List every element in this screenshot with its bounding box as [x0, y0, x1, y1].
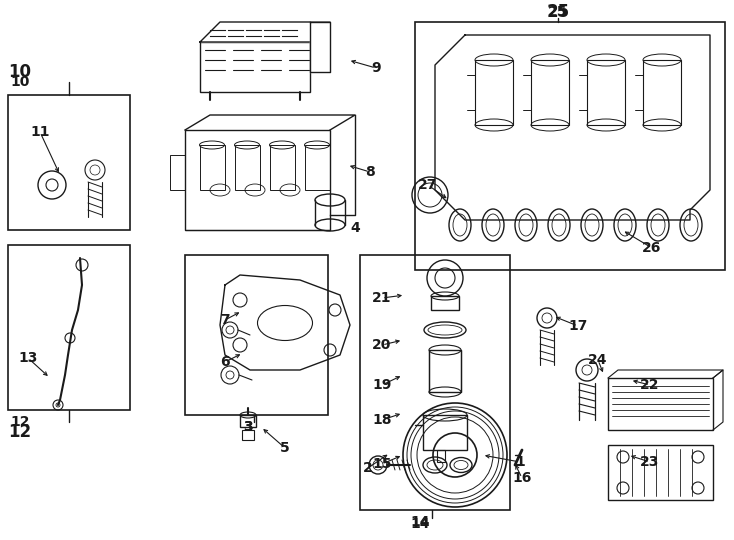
Bar — [431, 296, 459, 310]
Bar — [185, 130, 330, 230]
Text: 22: 22 — [640, 378, 660, 392]
Text: 12: 12 — [8, 423, 32, 441]
Text: 14: 14 — [410, 517, 429, 531]
Text: 7: 7 — [220, 313, 230, 327]
Text: 5: 5 — [280, 441, 290, 455]
Bar — [242, 430, 254, 440]
Bar — [270, 145, 295, 190]
Text: 17: 17 — [568, 319, 588, 333]
Text: 8: 8 — [365, 165, 375, 179]
Bar — [429, 350, 461, 392]
Bar — [608, 378, 713, 430]
Text: 13: 13 — [18, 351, 37, 365]
Bar — [200, 145, 225, 190]
Text: 1: 1 — [515, 455, 525, 469]
Text: 15: 15 — [372, 457, 392, 471]
Text: 4: 4 — [350, 221, 360, 235]
Bar — [643, 60, 681, 125]
Bar — [360, 255, 510, 510]
Text: 14: 14 — [410, 515, 429, 529]
Text: 16: 16 — [512, 471, 531, 485]
Bar — [170, 155, 185, 190]
Text: 27: 27 — [418, 178, 437, 192]
Bar — [587, 60, 625, 125]
Bar — [305, 145, 330, 190]
Text: 24: 24 — [588, 353, 608, 367]
Bar — [8, 95, 130, 230]
Bar — [200, 42, 310, 92]
Text: 21: 21 — [372, 291, 392, 305]
Text: 18: 18 — [372, 413, 392, 427]
Text: 23: 23 — [640, 455, 660, 469]
Bar — [185, 255, 328, 415]
Text: 11: 11 — [30, 125, 50, 139]
Text: 10: 10 — [9, 63, 32, 81]
Polygon shape — [310, 22, 330, 72]
Bar — [423, 415, 467, 450]
Text: 20: 20 — [372, 338, 392, 352]
Text: 25: 25 — [548, 5, 568, 19]
Text: 9: 9 — [371, 61, 381, 75]
Bar — [235, 145, 260, 190]
Text: 25: 25 — [546, 3, 570, 21]
Bar — [8, 245, 130, 410]
Bar — [475, 60, 513, 125]
Text: 19: 19 — [372, 378, 392, 392]
Text: 10: 10 — [10, 75, 29, 89]
Text: 2: 2 — [363, 461, 373, 475]
Text: 12: 12 — [10, 415, 30, 429]
Bar — [240, 415, 256, 427]
Text: 3: 3 — [243, 420, 252, 434]
Text: 3: 3 — [243, 420, 252, 434]
Text: 6: 6 — [220, 355, 230, 369]
Polygon shape — [200, 22, 330, 42]
Bar — [437, 450, 445, 462]
Text: 26: 26 — [642, 241, 661, 255]
Bar — [608, 445, 713, 500]
Bar — [531, 60, 569, 125]
Bar — [415, 22, 725, 270]
